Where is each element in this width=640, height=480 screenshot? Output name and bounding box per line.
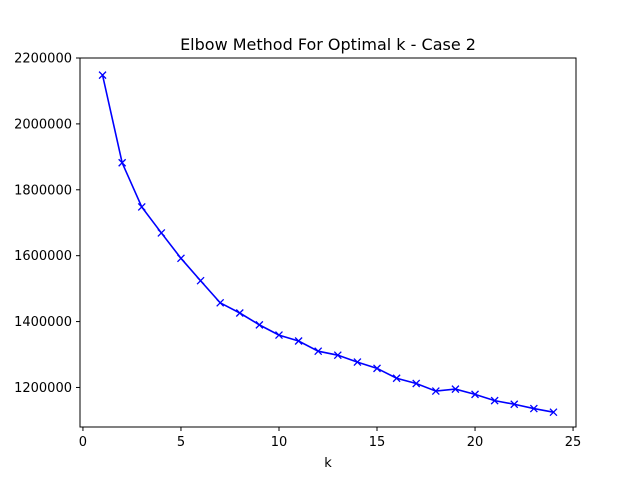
data-point <box>392 374 401 383</box>
data-point <box>333 351 342 360</box>
y-tick-label: 2000000 <box>14 117 72 132</box>
data-point <box>353 358 362 367</box>
data-point <box>157 228 166 237</box>
y-tick-label: 1600000 <box>14 249 72 264</box>
series-markers <box>98 71 558 417</box>
y-axis: 1200000 1400000 1600000 1800000 2000000 22000… <box>14 52 80 396</box>
data-point <box>314 347 323 356</box>
x-tick-label: 10 <box>271 435 288 450</box>
x-tick-label: 5 <box>177 435 185 450</box>
x-tick-label: 15 <box>369 435 386 450</box>
y-tick-label: 2200000 <box>14 52 72 67</box>
x-tick-label: 20 <box>467 435 484 450</box>
data-point <box>216 298 225 307</box>
x-tick-label: 25 <box>565 435 582 450</box>
data-point <box>196 276 205 285</box>
y-tick-label: 1800000 <box>14 183 72 198</box>
data-point <box>177 254 185 263</box>
data-point <box>412 379 421 388</box>
data-point <box>471 390 479 399</box>
data-point <box>490 396 499 405</box>
y-tick-label: 1200000 <box>14 381 72 396</box>
data-point <box>275 331 283 340</box>
x-axis: 0 5 10 15 20 25 <box>79 427 582 450</box>
data-point <box>118 158 127 167</box>
chart-title: Elbow Method For Optimal k - Case 2 <box>180 35 476 54</box>
y-tick-label: 1400000 <box>14 315 72 330</box>
data-point <box>294 337 303 345</box>
x-tick-label: 0 <box>79 435 87 450</box>
x-axis-label: k <box>324 456 332 471</box>
series-line <box>101 74 554 413</box>
plot-area <box>79 57 577 428</box>
data-point <box>510 400 519 409</box>
data-point <box>98 71 107 80</box>
data-point <box>451 385 460 394</box>
data-point <box>431 387 440 396</box>
data-point <box>255 320 264 329</box>
data-point <box>137 202 146 211</box>
data-point <box>373 364 381 373</box>
data-point <box>529 404 538 413</box>
data-point <box>235 309 244 317</box>
data-point <box>549 408 558 417</box>
